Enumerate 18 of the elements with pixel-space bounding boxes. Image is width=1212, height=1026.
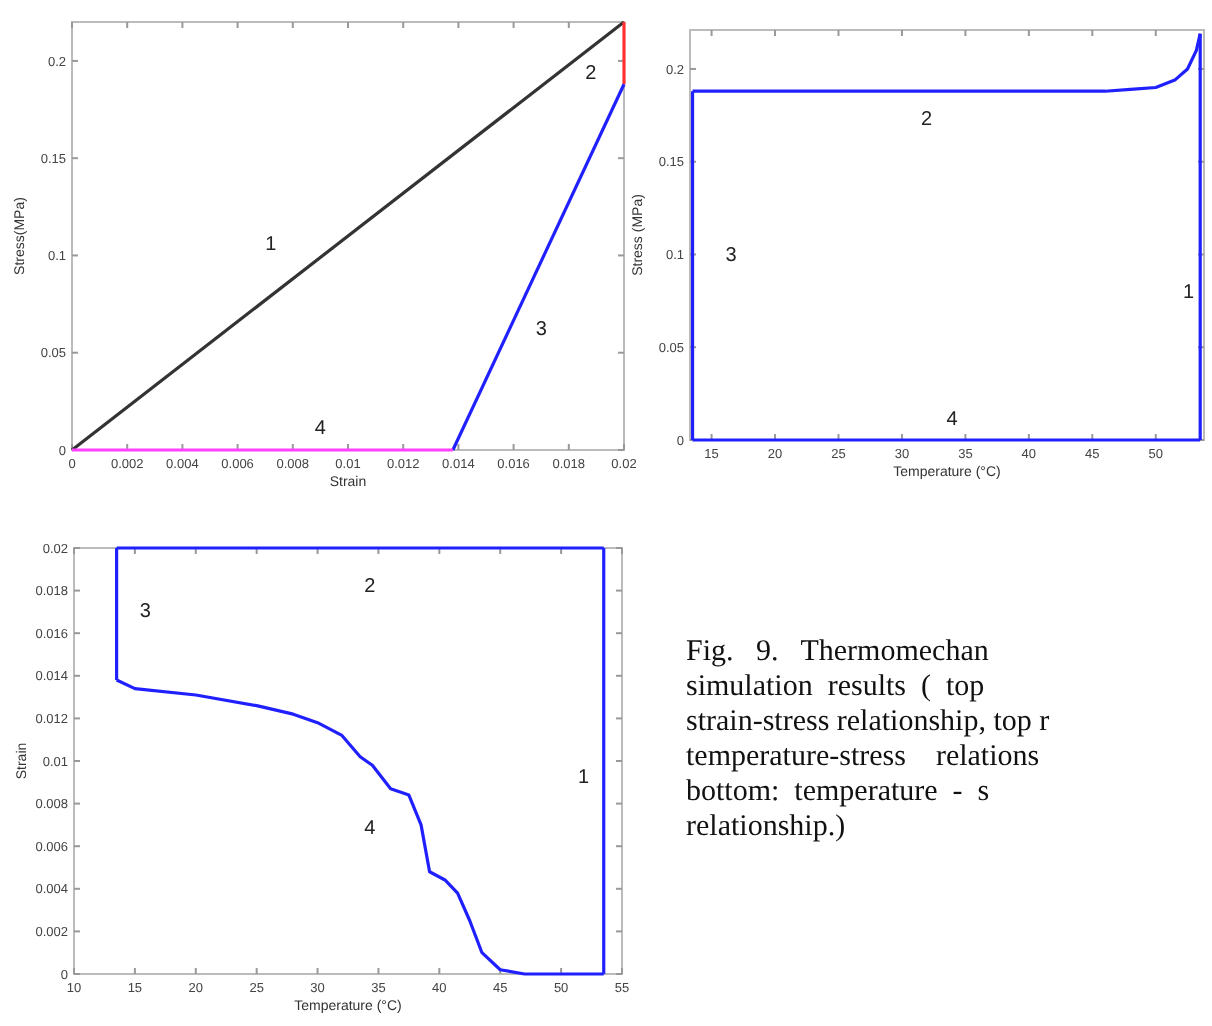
annotation: 1 — [265, 233, 278, 256]
annotation: 4 — [364, 818, 377, 841]
annotation: 2 — [920, 109, 933, 132]
annotation: 2 — [585, 62, 598, 85]
text: strain-stress relationship, top r — [686, 706, 1050, 738]
annotation: 3 — [725, 244, 738, 267]
annotation: 3 — [139, 601, 152, 624]
caption: Fig. 9. Thermomechan — [686, 636, 990, 668]
annotation: 2 — [364, 575, 377, 598]
annotation: 3 — [535, 319, 548, 342]
annotation: 1 — [1183, 281, 1196, 304]
annotation: 4 — [314, 417, 327, 440]
text: bottom: temperature - s — [686, 776, 990, 808]
text: simulation results ( top — [686, 671, 985, 703]
text: temperature-stress relations — [686, 741, 1040, 773]
annotation: 1 — [578, 767, 591, 790]
text: relationship.) — [686, 811, 846, 843]
annotation: 4 — [946, 408, 959, 431]
